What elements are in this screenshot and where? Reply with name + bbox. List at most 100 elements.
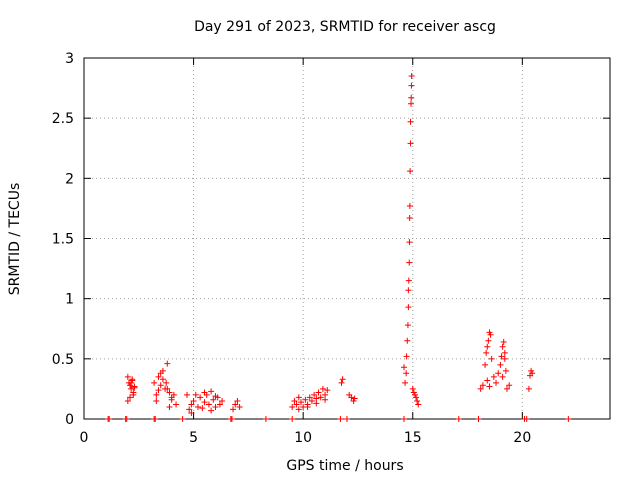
data-point <box>157 382 164 389</box>
data-point <box>409 385 416 392</box>
data-point <box>483 349 490 356</box>
data-point <box>201 399 208 406</box>
x-tick-label: 20 <box>513 430 531 446</box>
y-tick-label: 2.5 <box>52 111 74 127</box>
data-point <box>523 416 530 422</box>
data-point <box>159 376 166 383</box>
data-point <box>199 405 206 412</box>
data-point <box>406 259 413 266</box>
data-point <box>166 403 173 410</box>
data-point <box>479 382 486 389</box>
data-point <box>339 376 346 383</box>
data-point <box>404 337 411 344</box>
data-point <box>166 389 173 396</box>
data-point <box>128 385 135 392</box>
data-point <box>129 376 136 383</box>
y-tick-label: 0 <box>65 412 74 428</box>
data-point <box>197 394 204 401</box>
data-point <box>344 416 350 422</box>
data-point <box>502 367 509 374</box>
data-point <box>295 394 302 401</box>
data-point <box>402 379 409 386</box>
data-point <box>351 395 358 402</box>
data-point <box>408 94 415 101</box>
data-point <box>487 331 494 338</box>
data-point <box>348 394 355 401</box>
data-point <box>337 416 344 422</box>
data-point <box>208 388 215 395</box>
data-point <box>406 203 413 210</box>
data-point <box>289 403 296 410</box>
data-point <box>488 355 495 362</box>
data-point <box>322 396 329 403</box>
grid-lines <box>84 58 610 419</box>
data-point <box>407 100 414 107</box>
data-point <box>151 379 158 386</box>
data-point <box>308 397 315 404</box>
data-point <box>482 361 489 368</box>
plot-frame <box>83 57 611 420</box>
x-axis-label: GPS time / hours <box>286 458 403 474</box>
data-point <box>293 401 300 408</box>
data-point <box>495 370 502 377</box>
data-point <box>493 379 500 386</box>
data-point <box>124 373 131 380</box>
data-point <box>210 396 217 403</box>
data-point <box>319 385 326 392</box>
data-point <box>455 416 462 422</box>
data-point <box>295 406 302 413</box>
data-point <box>302 396 309 403</box>
data-point <box>157 370 164 377</box>
data-point <box>503 385 510 392</box>
data-point <box>163 379 170 386</box>
data-point <box>406 239 413 246</box>
data-point <box>304 403 311 410</box>
data-point <box>400 364 407 371</box>
data-point <box>403 353 410 360</box>
data-point <box>106 416 113 422</box>
data-point <box>485 337 492 344</box>
data-point <box>184 391 191 398</box>
data-point <box>529 370 536 377</box>
data-point <box>338 379 345 386</box>
data-point <box>201 389 208 396</box>
data-point <box>315 389 322 396</box>
axis-ticks: 0 0.5 1 1.5 2 2.5 3 0 5 10 15 20 <box>52 51 610 446</box>
data-point <box>131 384 138 391</box>
x-tick-label: 5 <box>189 430 198 446</box>
data-point <box>123 416 130 422</box>
data-point <box>179 416 186 422</box>
data-point <box>291 397 298 404</box>
data-point <box>484 377 491 384</box>
data-point <box>230 406 237 413</box>
data-point <box>313 400 320 407</box>
data-point <box>406 215 413 222</box>
data-point <box>311 391 318 398</box>
data-point <box>499 343 506 350</box>
data-point <box>234 397 241 404</box>
data-point <box>216 401 223 408</box>
data-point <box>152 416 159 422</box>
data-point <box>404 322 411 329</box>
data-point <box>173 401 180 408</box>
data-point <box>408 82 415 89</box>
data-point <box>405 287 412 294</box>
data-point <box>405 304 412 311</box>
data-point <box>128 379 135 386</box>
data-point <box>262 416 269 422</box>
data-point <box>228 416 235 422</box>
data-point <box>124 397 131 404</box>
data-point <box>477 385 484 392</box>
data-point <box>501 355 508 362</box>
data-point <box>130 389 137 396</box>
data-point <box>498 353 505 360</box>
data-point <box>155 387 162 394</box>
data-point <box>208 407 215 414</box>
data-point <box>413 394 420 401</box>
data-point <box>127 394 134 401</box>
data-point <box>403 370 410 377</box>
data-point <box>289 416 296 422</box>
data-point <box>186 406 193 413</box>
data-point <box>170 391 177 398</box>
data-point <box>497 361 504 368</box>
